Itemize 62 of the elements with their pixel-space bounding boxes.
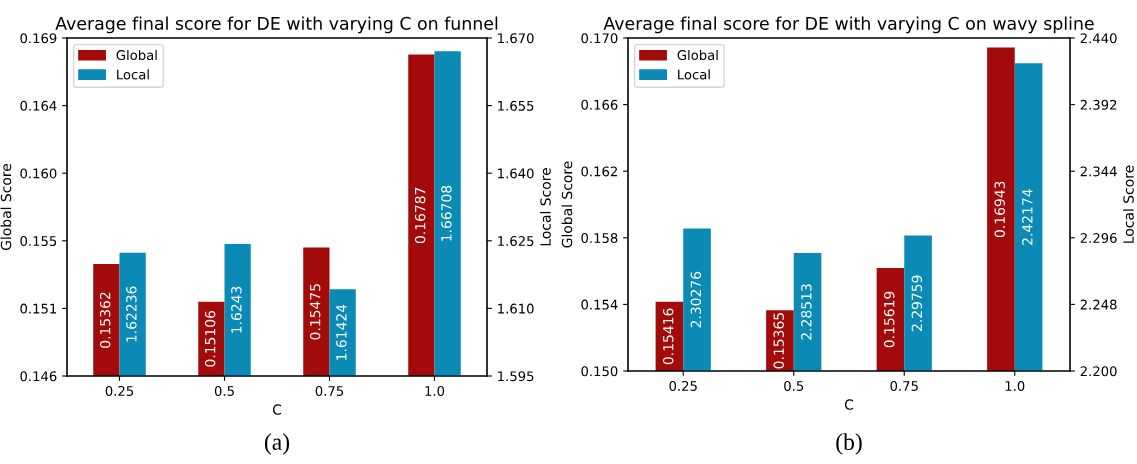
data-label: 0.16943 [994, 181, 1005, 238]
y-tick-label: 0.150 [581, 366, 618, 377]
y-tick-label: 0.162 [581, 166, 617, 177]
y2-axis-title: Local Score [1123, 165, 1134, 243]
data-label: 0.15416 [662, 308, 674, 365]
legend-label: Local [678, 69, 710, 80]
y2-tick-label: 2.440 [1080, 33, 1117, 44]
data-label: 1.66708 [441, 185, 452, 241]
y-axis-title: Global Score [561, 161, 573, 248]
data-label: 0.15365 [773, 313, 784, 369]
y2-tick-label: 2.200 [1080, 366, 1117, 377]
y-tick-label: 0.158 [581, 233, 618, 243]
y2-tick-label: 1.655 [498, 100, 534, 111]
text: (a) [264, 433, 290, 455]
y-axis-title: Global Score [0, 163, 12, 251]
legend-label: Global [677, 49, 718, 61]
legend-label: Global [116, 49, 157, 61]
data-label: 0.16787 [414, 187, 426, 244]
y-tick-label: 0.164 [20, 100, 57, 111]
x-tick-label: 0.25 [669, 380, 697, 391]
data-label: 1.62236 [126, 286, 137, 342]
y-tick-label: 0.155 [20, 236, 57, 246]
y2-tick-label: 1.670 [498, 33, 534, 44]
data-label: 0.15475 [309, 284, 321, 340]
y2-tick-label: 2.344 [1080, 166, 1117, 177]
data-label: 0.15619 [883, 291, 895, 348]
y2-tick-label: 1.610 [498, 303, 534, 314]
data-label: 2.29759 [911, 275, 923, 331]
data-label: 0.15362 [99, 292, 111, 348]
x-tick-label: 1.0 [425, 385, 445, 396]
y-tick-label: 0.169 [20, 33, 57, 44]
y-tick-label: 0.160 [20, 168, 57, 179]
data-label: 1.61424 [336, 304, 347, 360]
y2-tick-label: 2.392 [1080, 99, 1117, 110]
legend-label: Local [117, 69, 149, 80]
y2-tick-label: 2.296 [1080, 233, 1117, 243]
x-tick-label: 0.75 [315, 385, 344, 396]
y2-tick-label: 1.625 [498, 236, 534, 246]
y-tick-label: 0.146 [20, 371, 57, 382]
y-tick-label: 0.170 [581, 33, 618, 44]
y-tick-label: 0.151 [20, 303, 57, 314]
y2-axis-title: Local Score [540, 168, 551, 246]
chart-title: Average final score for DE with varying C on funnel [55, 16, 498, 34]
data-label: 1.6243 [231, 286, 242, 333]
x-tick-label: 0.25 [105, 385, 134, 396]
x-tick-label: 0.5 [784, 380, 804, 391]
x-tick-label: 1.0 [1005, 380, 1025, 391]
data-label: 2.28513 [801, 284, 812, 340]
text: (b) [836, 433, 862, 455]
chart-title: Average final score for DE with varying C on wavy spline [603, 16, 1094, 34]
y2-tick-label: 1.595 [498, 371, 534, 382]
x-tick-label: 0.75 [890, 380, 918, 391]
data-label: 0.15106 [204, 310, 216, 367]
y2-tick-label: 1.640 [498, 168, 534, 179]
data-label: 2.42174 [1022, 189, 1033, 245]
x-axis-title: C [844, 399, 854, 410]
y2-tick-label: 2.248 [1080, 299, 1117, 310]
data-label: 2.30276 [690, 271, 702, 328]
x-tick-label: 0.5 [214, 385, 234, 396]
y-tick-label: 0.154 [581, 299, 618, 310]
x-axis-title: C [272, 404, 282, 415]
y-tick-label: 0.166 [581, 99, 618, 110]
